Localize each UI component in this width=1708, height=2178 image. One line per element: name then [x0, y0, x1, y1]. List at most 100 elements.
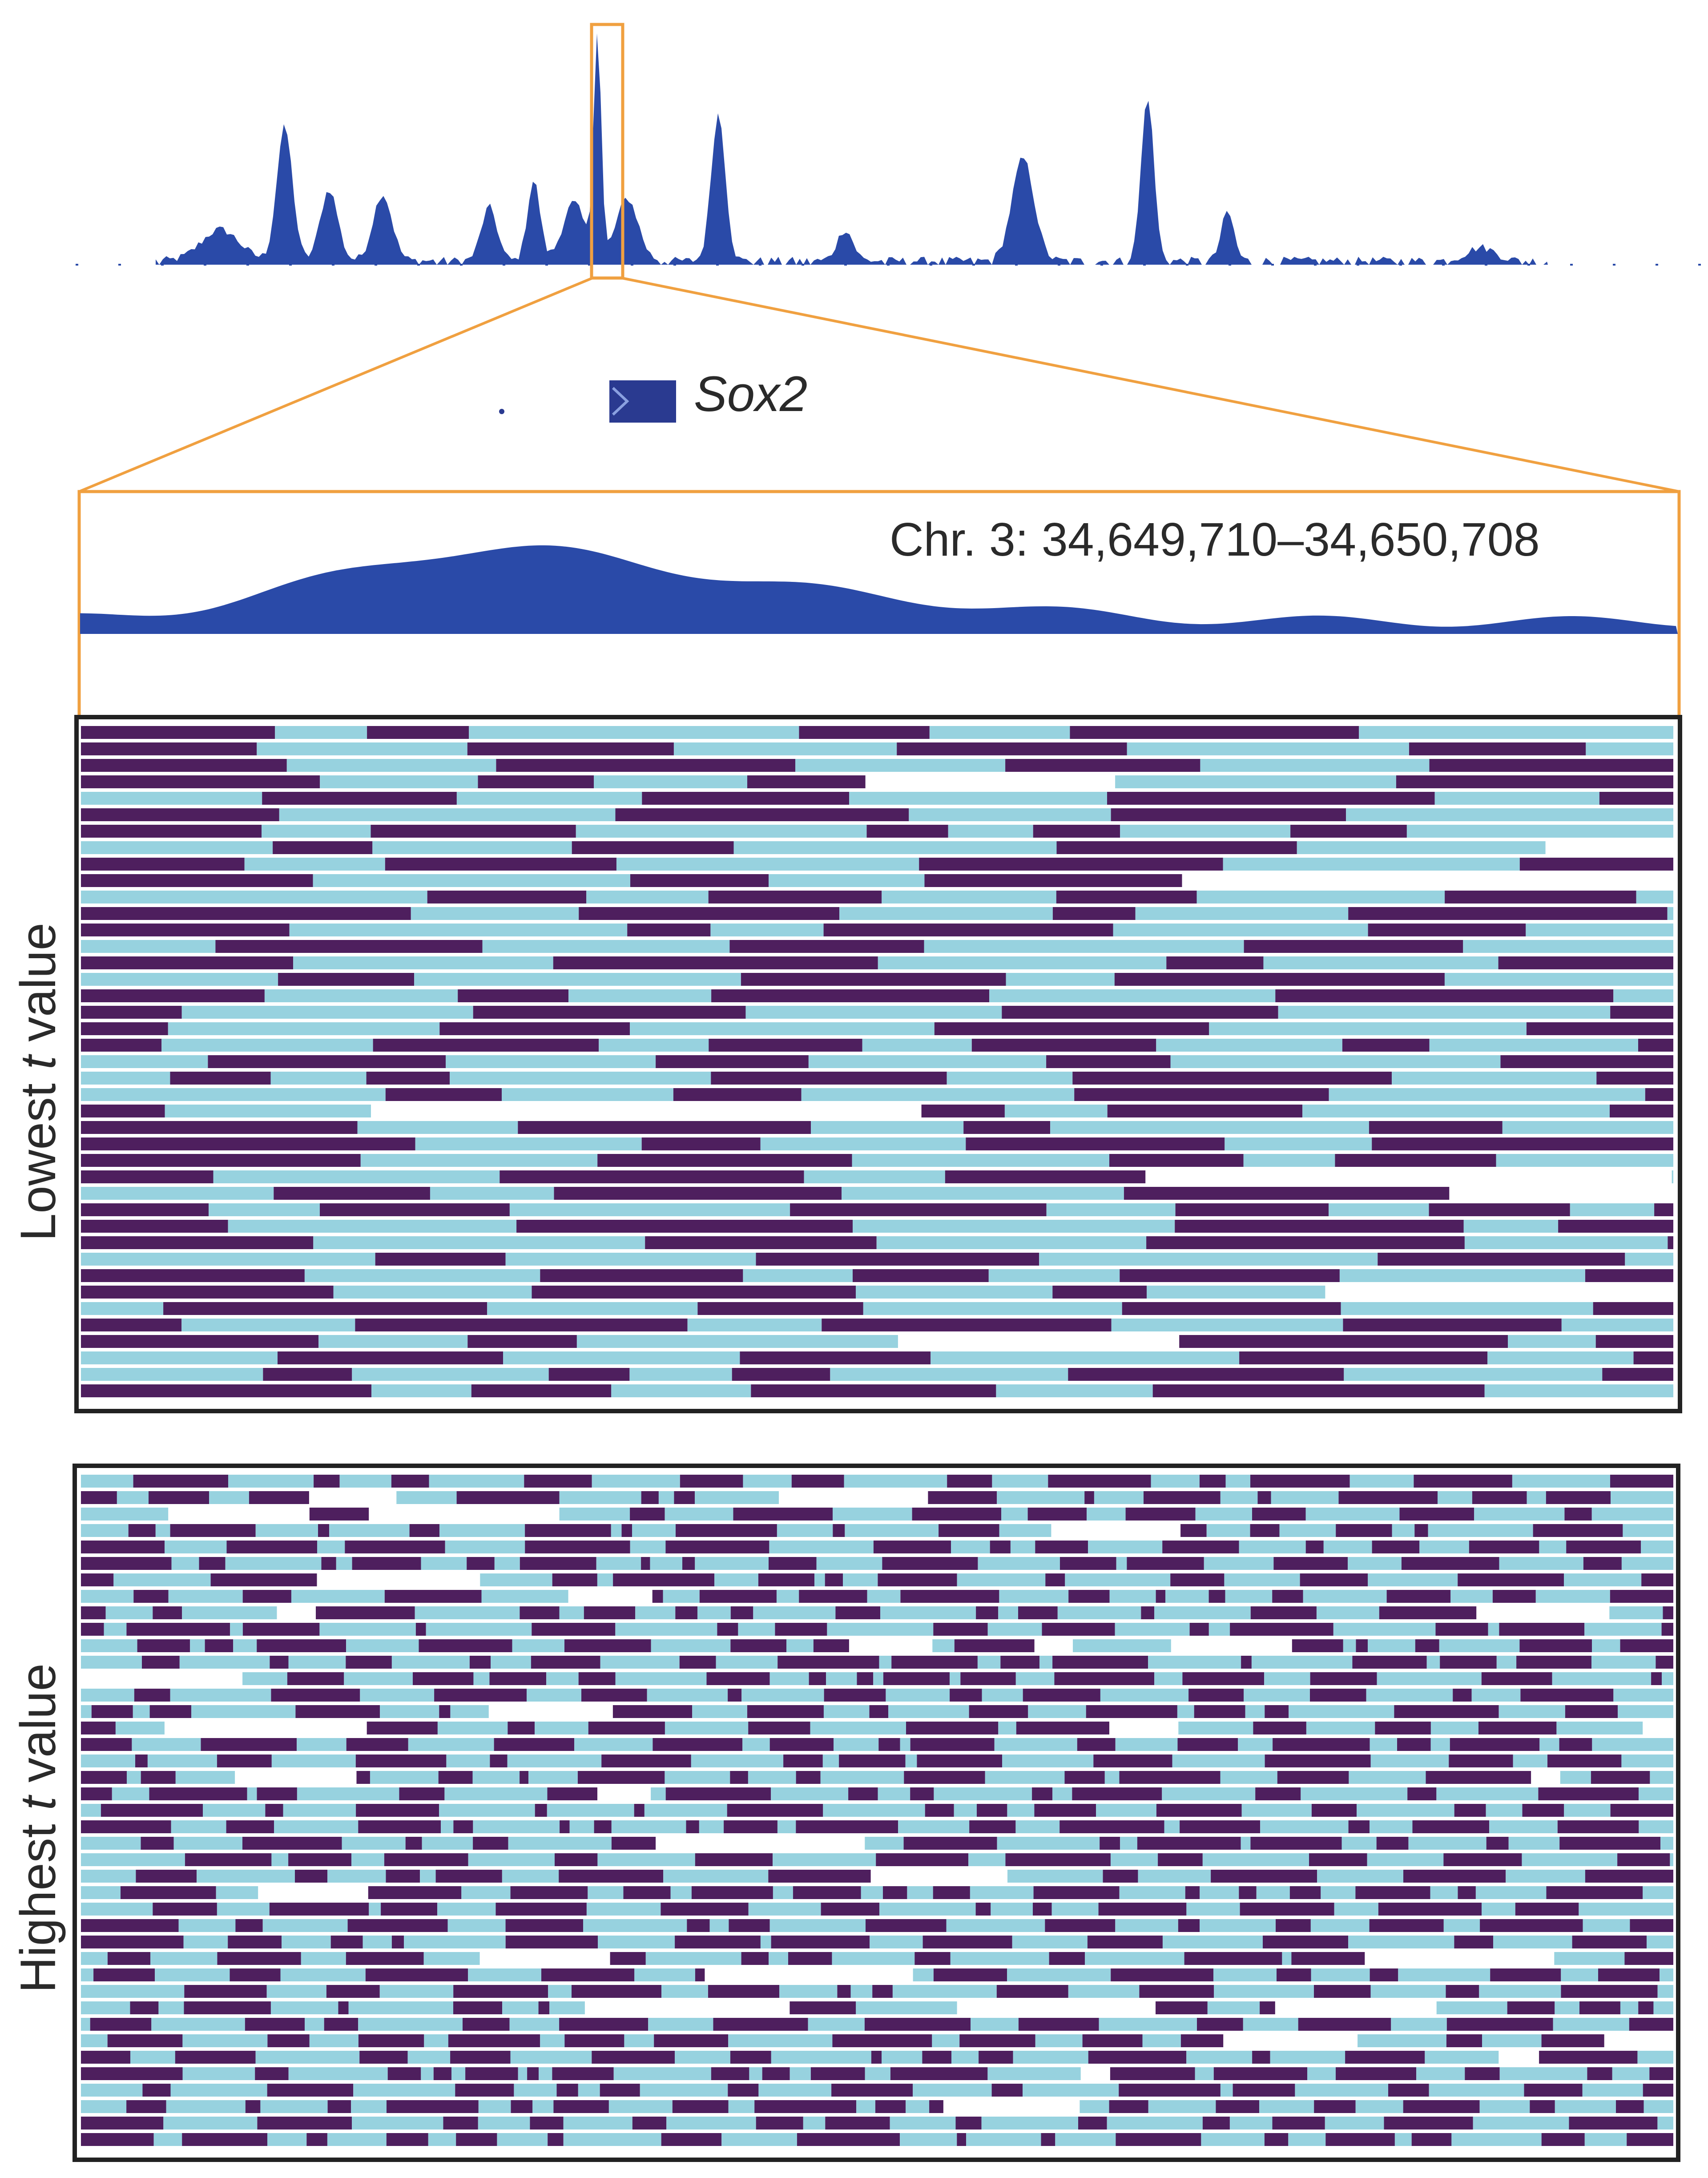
read-segment [209, 1203, 320, 1216]
read-segment [933, 1968, 1007, 1981]
read-segment [1450, 1590, 1493, 1603]
read-segment [823, 1705, 870, 1718]
read-segment [387, 2067, 421, 2080]
read-segment [1348, 1936, 1454, 1948]
read-segment [572, 841, 734, 854]
read-segment [1111, 1968, 1213, 1981]
read-segment [831, 2084, 913, 2097]
read-segment [1088, 2051, 1187, 2064]
read-segment [1392, 1072, 1597, 1085]
read-segment [275, 726, 367, 739]
read-segment [419, 1639, 512, 1652]
read-segment [507, 1754, 602, 1767]
read-segment [1016, 1722, 1109, 1734]
read-segment [601, 1754, 691, 1767]
read-segment [287, 1672, 344, 1685]
read-segment [1336, 1524, 1392, 1537]
read-segment [1305, 1541, 1324, 1553]
read-segment [305, 2018, 324, 2031]
gene-dot [499, 409, 504, 414]
read-segment [1434, 792, 1599, 805]
read-segment [813, 1639, 849, 1652]
read-segment [473, 1837, 508, 1850]
read-segment [879, 1656, 892, 1669]
read-segment [1620, 2001, 1639, 2014]
read-segment [1120, 1837, 1137, 1850]
read-segment [996, 1985, 1068, 1998]
read-segment [1429, 1039, 1638, 1052]
read-segment [857, 1672, 874, 1685]
read-segment [321, 1557, 336, 1570]
read-segment [386, 1870, 420, 1883]
read-segment [81, 1705, 92, 1718]
read-segment [552, 2067, 614, 2080]
read-segment [1561, 1319, 1673, 1331]
read-segment [1496, 1656, 1517, 1669]
read-segment [641, 1137, 761, 1150]
read-segment [1610, 1804, 1673, 1817]
read-segment [729, 1919, 770, 1932]
read-segment [81, 1170, 214, 1183]
read-segment [832, 2034, 932, 2047]
read-segment [444, 1787, 548, 1800]
highlight-box [590, 23, 624, 280]
read-segment [771, 1936, 870, 1948]
read-segment [1033, 825, 1120, 838]
read-segment [559, 1491, 641, 1504]
read-segment [1230, 2117, 1273, 2130]
read-segment [672, 2100, 729, 2113]
read-segment [1045, 1573, 1065, 1586]
read-segment [320, 775, 478, 788]
read-segment [1162, 1541, 1239, 1553]
read-segment [297, 1738, 346, 1751]
read-segment [869, 1705, 888, 1718]
read-segment [971, 1039, 1156, 1052]
read-segment [1039, 1253, 1378, 1266]
read-segment [112, 1787, 149, 1800]
read-segment [453, 1985, 548, 1998]
read-segment [1388, 2084, 1429, 2097]
read-segment [834, 1738, 879, 1751]
read-segment [1636, 891, 1673, 903]
read-segment [1479, 1985, 1561, 1998]
read-segment [547, 1804, 634, 1817]
read-segment [371, 825, 576, 838]
read-segment [1533, 1524, 1623, 1537]
read-segment [81, 2117, 164, 2130]
read-segment [1356, 1639, 1368, 1652]
read-segment [81, 1039, 162, 1052]
read-segment [1376, 1837, 1409, 1850]
read-segment [1384, 2117, 1473, 2130]
gene-model [499, 380, 676, 423]
read-segment [864, 2018, 971, 2031]
read-segment [1138, 1870, 1211, 1883]
read-segment [213, 1170, 500, 1183]
read-segment [1002, 1754, 1094, 1767]
read-segment [327, 2100, 351, 2113]
read-segment [1200, 1919, 1276, 1932]
read-segment [1238, 1738, 1273, 1751]
read-segment [182, 1606, 277, 1619]
read-segment [455, 2084, 514, 2097]
read-segment [947, 1475, 992, 1488]
read-segment [415, 1606, 520, 1619]
read-segment [1186, 2051, 1252, 2064]
read-segment [518, 1121, 811, 1134]
read-segment [520, 1771, 529, 1784]
read-segment [866, 1919, 947, 1932]
read-segment [773, 1853, 876, 1866]
read-segment [81, 1541, 165, 1553]
read-segment [577, 1771, 665, 1784]
read-segment [1508, 1335, 1596, 1348]
read-segment [357, 1121, 518, 1134]
read-segment [1214, 1985, 1314, 1998]
read-segment [404, 1936, 506, 1948]
read-segment [1445, 891, 1636, 903]
read-segment [745, 1006, 1002, 1019]
read-segment [878, 1787, 910, 1800]
read-segment [262, 792, 457, 805]
read-segment [833, 1508, 912, 1521]
read-segment [468, 1968, 541, 1981]
read-segment [833, 1524, 845, 1537]
